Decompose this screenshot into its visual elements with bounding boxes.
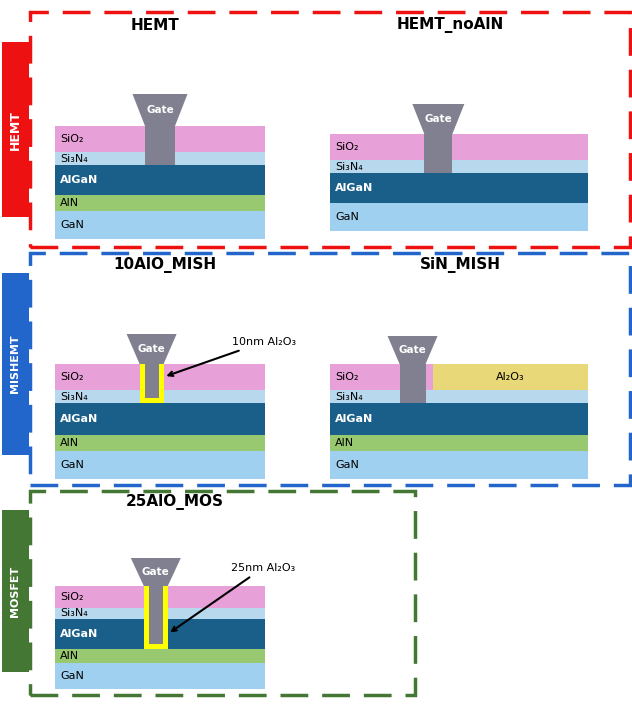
Text: MISHEMT: MISHEMT — [10, 334, 20, 393]
Bar — [55, 435, 265, 451]
Text: SiO₂: SiO₂ — [335, 372, 358, 382]
Text: HEMT: HEMT — [8, 110, 21, 150]
Polygon shape — [133, 94, 188, 126]
Polygon shape — [145, 126, 175, 165]
Bar — [330, 364, 588, 390]
Bar — [55, 586, 265, 608]
Text: HEMT: HEMT — [131, 18, 179, 33]
Text: AlGaN: AlGaN — [60, 175, 98, 185]
Text: 25nm Al₂O₃: 25nm Al₂O₃ — [172, 563, 295, 631]
Bar — [55, 211, 265, 239]
Text: AlGaN: AlGaN — [335, 183, 374, 193]
Bar — [330, 403, 588, 435]
Bar — [55, 195, 265, 211]
Bar — [30, 253, 630, 485]
Text: MOSFET: MOSFET — [10, 566, 20, 617]
Text: AlN: AlN — [335, 438, 354, 448]
Text: AlGaN: AlGaN — [335, 414, 374, 424]
Polygon shape — [412, 104, 465, 134]
Bar — [330, 435, 588, 451]
Text: GaN: GaN — [60, 460, 84, 470]
Bar — [55, 608, 265, 619]
Bar — [330, 390, 588, 403]
Text: AlN: AlN — [60, 198, 79, 208]
Bar — [145, 364, 159, 398]
Bar — [330, 451, 588, 479]
Bar — [55, 403, 265, 435]
Bar — [144, 586, 149, 649]
Bar — [2, 273, 29, 455]
Text: AlGaN: AlGaN — [60, 629, 98, 639]
Text: GaN: GaN — [60, 220, 84, 230]
Text: Gate: Gate — [138, 344, 166, 354]
Polygon shape — [424, 134, 453, 173]
Bar — [55, 126, 265, 152]
Text: AlGaN: AlGaN — [60, 414, 98, 424]
Bar — [55, 451, 265, 479]
Bar — [30, 12, 630, 247]
Bar — [55, 649, 265, 663]
Polygon shape — [126, 334, 176, 364]
Bar — [55, 165, 265, 195]
Bar — [433, 364, 588, 390]
Bar — [330, 203, 588, 231]
Bar — [30, 491, 415, 695]
Bar — [55, 390, 265, 403]
Bar — [163, 586, 168, 649]
Polygon shape — [399, 364, 425, 403]
Text: GaN: GaN — [335, 212, 359, 222]
Text: Si₃N₄: Si₃N₄ — [60, 609, 88, 619]
Text: Si₃N₄: Si₃N₄ — [60, 153, 88, 163]
Text: SiO₂: SiO₂ — [60, 372, 83, 382]
Bar — [140, 364, 145, 403]
Text: Gate: Gate — [146, 105, 174, 115]
Text: HEMT_noAlN: HEMT_noAlN — [396, 17, 504, 33]
Bar — [144, 644, 168, 649]
Text: 25AlO_MOS: 25AlO_MOS — [126, 494, 224, 510]
Text: Si₃N₄: Si₃N₄ — [335, 161, 363, 172]
Bar — [149, 586, 163, 644]
Bar — [140, 398, 164, 403]
Text: Gate: Gate — [142, 567, 169, 577]
Polygon shape — [131, 558, 181, 586]
Text: Si₃N₄: Si₃N₄ — [335, 392, 363, 402]
Bar — [330, 173, 588, 203]
Bar — [55, 663, 265, 689]
Text: Gate: Gate — [425, 114, 453, 124]
Text: SiO₂: SiO₂ — [60, 592, 83, 602]
Text: SiO₂: SiO₂ — [60, 134, 83, 144]
Bar — [55, 152, 265, 165]
Bar — [330, 160, 588, 173]
Text: 10nm Al₂O₃: 10nm Al₂O₃ — [168, 337, 296, 376]
Bar — [55, 619, 265, 649]
Text: 10AlO_MISH: 10AlO_MISH — [113, 257, 217, 273]
Text: Gate: Gate — [399, 345, 427, 355]
Polygon shape — [387, 336, 437, 364]
Text: Al₂O₃: Al₂O₃ — [496, 372, 525, 382]
Text: Si₃N₄: Si₃N₄ — [60, 392, 88, 402]
Text: GaN: GaN — [335, 460, 359, 470]
Bar — [330, 134, 588, 160]
Text: SiN_MISH: SiN_MISH — [420, 257, 501, 273]
Bar — [2, 510, 29, 672]
Text: AlN: AlN — [60, 438, 79, 448]
Text: AlN: AlN — [60, 651, 79, 661]
Bar — [55, 364, 265, 390]
Bar — [159, 364, 164, 403]
Text: GaN: GaN — [60, 671, 84, 681]
Text: SiO₂: SiO₂ — [335, 142, 358, 152]
Bar — [2, 42, 29, 217]
